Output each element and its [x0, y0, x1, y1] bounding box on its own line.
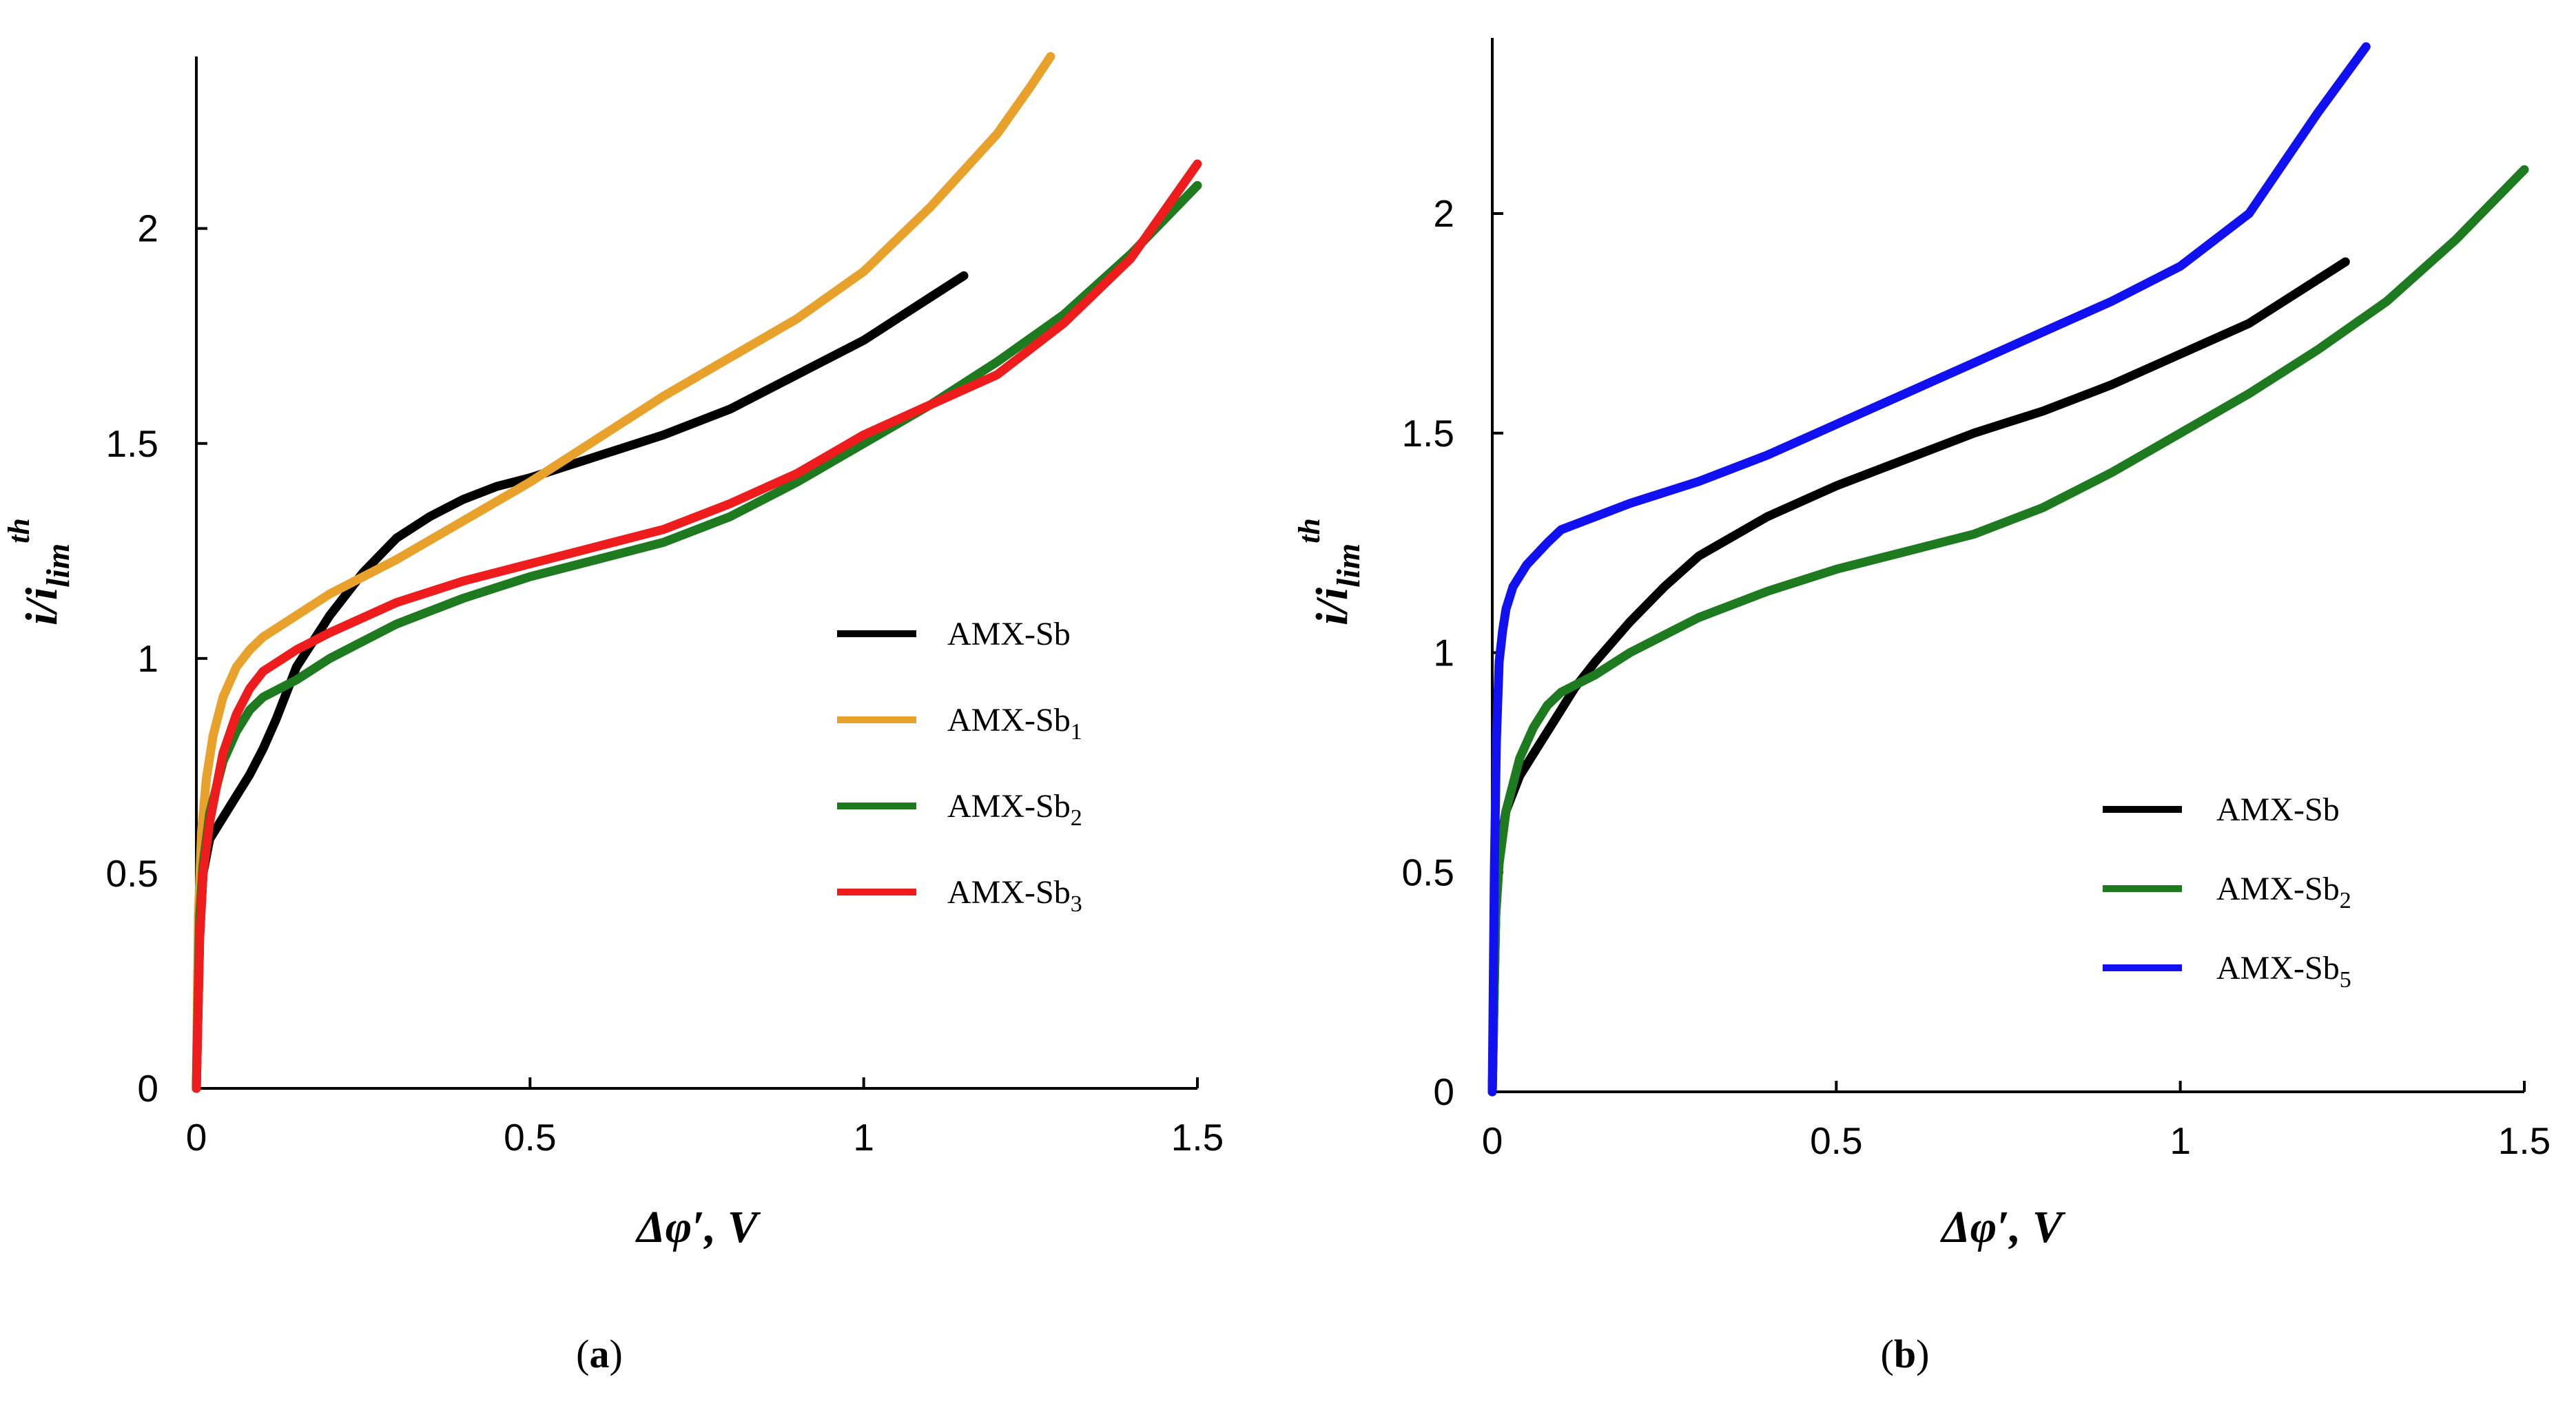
x-tick-label-b: 1.5 [2498, 1119, 2551, 1162]
x-tick-label-a: 1.5 [1171, 1116, 1224, 1159]
y-tick-label-a: 0 [137, 1067, 158, 1110]
legend-label-a-amx-sb: AMX-Sb [947, 616, 1071, 652]
legend-label-a-amx-sb3: AMX-Sb3 [947, 874, 1082, 917]
y-tick-label-b: 2 [1433, 192, 1454, 235]
y-tick-label-a: 1 [137, 637, 158, 680]
y-tick-label-b: 1.5 [1402, 412, 1454, 455]
x-tick-label-a: 0.5 [504, 1116, 556, 1159]
x-axis-label-b: Δφ′, V [1939, 1202, 2066, 1252]
x-tick-label-b: 0.5 [1810, 1119, 1862, 1162]
y-tick-label-b: 0.5 [1402, 851, 1454, 893]
series-line-a-amx-sb [192, 271, 969, 1093]
series-line-a-amx-sb3 [192, 159, 1202, 1093]
legend-label-a-amx-sb1: AMX-Sb1 [947, 702, 1082, 745]
panel-caption-b: (b) [1881, 1332, 1930, 1376]
chart-panel-b: 0 0.5 1 1.5 2 0 0.5 1 1.5 Δφ′, V i/ilimth AMX-Sb AMX… [1292, 38, 2551, 1376]
y-tick-label-b: 1 [1433, 632, 1454, 674]
legend-label-b-amx-sb2: AMX-Sb2 [2216, 871, 2351, 913]
x-tick-label-b: 1 [2170, 1119, 2191, 1162]
panel-caption-a: (a) [576, 1332, 623, 1376]
legend-label-b-amx-sb5: AMX-Sb5 [2216, 950, 2351, 993]
legend-label-a-amx-sb2: AMX-Sb2 [947, 788, 1082, 831]
x-tick-label-a: 1 [853, 1116, 874, 1159]
y-tick-label-b: 0 [1433, 1070, 1454, 1113]
y-tick-label-a: 0.5 [106, 852, 158, 895]
legend-label-b-amx-sb: AMX-Sb [2216, 791, 2340, 828]
x-tick-label-b: 0 [1482, 1119, 1503, 1162]
y-axis-label-b: i/ilimth [1292, 518, 1367, 625]
chart-panel-a: 0 0.5 1 1.5 2 0 0.5 1 1.5 Δφ′, V i/ilimth AMX-Sb AMX… [2, 52, 1224, 1376]
x-axis-label-a: Δφ′, V [635, 1202, 761, 1252]
series-line-b-amx-sb2 [1487, 165, 2529, 1097]
series-line-a-amx-sb1 [192, 52, 1055, 1093]
y-tick-label-a: 2 [137, 207, 158, 250]
y-axis-label-a: i/ilimth [2, 518, 76, 625]
series-line-b-amx-sb5 [1487, 42, 2371, 1097]
y-tick-label-a: 1.5 [106, 422, 158, 465]
x-tick-label-a: 0 [186, 1116, 207, 1159]
